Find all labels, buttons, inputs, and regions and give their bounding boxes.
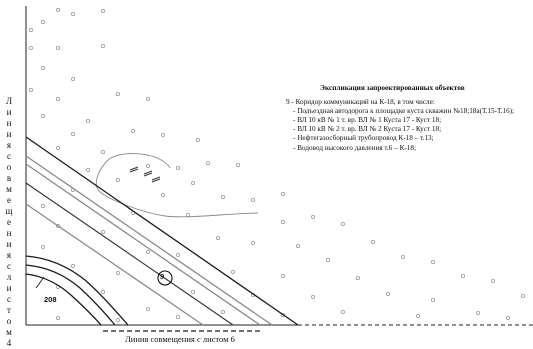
caption-letter: о xyxy=(6,162,12,172)
well-pad-markers xyxy=(129,166,161,183)
caption-letter: с xyxy=(7,261,11,271)
legend-item: 9 - Коридор коммуникаций на К-18, в том … xyxy=(286,98,435,107)
corridor-line-gray-3 xyxy=(25,203,204,326)
legend-subitem: - Подъездная автодорога к площадке куста… xyxy=(293,107,515,116)
caption-letter: 4 xyxy=(6,338,12,348)
boundary-curve-upper xyxy=(107,153,171,169)
contour-208 xyxy=(25,255,129,326)
caption-letter: и xyxy=(6,283,12,293)
corridor-marker-circle xyxy=(157,270,173,286)
caption-letter: я xyxy=(6,250,12,260)
communication-corridor xyxy=(25,136,299,326)
survey-points xyxy=(28,7,526,322)
caption-letter: Л xyxy=(5,96,13,106)
caption-letter: с xyxy=(7,151,11,161)
boundary-curve xyxy=(95,159,259,218)
caption-letter: с xyxy=(7,294,11,304)
caption-letter: е xyxy=(7,195,11,205)
caption-letter: я xyxy=(6,140,12,150)
caption-letter: н xyxy=(6,228,12,238)
caption-letter: м xyxy=(6,327,12,337)
contour-label: 208 xyxy=(44,295,57,304)
caption-letter: л xyxy=(6,272,12,282)
caption-letter: н xyxy=(6,118,12,128)
caption-letter: и xyxy=(6,129,12,139)
legend-block: Экспликация запроектированных объектов 9… xyxy=(286,83,526,153)
corridor-line-gray-1 xyxy=(25,155,273,326)
corridor-line-gray-2 xyxy=(25,163,261,326)
legend-subitem: - ВЛ 10 кВ № 2 т. вр. ВЛ № 2 Куста 17 - … xyxy=(293,125,442,134)
legend-subitem: - Нефтегазосборный трубопровод К-18 – т.… xyxy=(293,134,434,143)
caption-letter: и xyxy=(6,239,12,249)
legend-title: Экспликация запроектированных объектов xyxy=(320,83,465,92)
caption-letter: о xyxy=(6,316,12,326)
corridor-line-dark-mid xyxy=(25,182,234,326)
caption-letter: в xyxy=(6,173,12,183)
caption-letter: м xyxy=(6,184,12,194)
caption-letter: щ xyxy=(5,206,13,216)
corridor-line-outer-top xyxy=(25,136,299,326)
legend-subitem: - ВЛ 10 кВ № 1 т. вр. ВЛ № 1 Куста 17 - … xyxy=(293,116,442,125)
caption-letter: е xyxy=(7,217,11,227)
caption-letter: т xyxy=(7,305,11,315)
corridor-marker-label: 9 xyxy=(160,274,164,281)
caption-letter: и xyxy=(6,107,12,117)
legend-subitem: - Водовод высокого давления т.6 – К-18; xyxy=(293,143,416,152)
bottom-sheet-caption: Линия совмещения с листом 6 xyxy=(125,334,235,344)
